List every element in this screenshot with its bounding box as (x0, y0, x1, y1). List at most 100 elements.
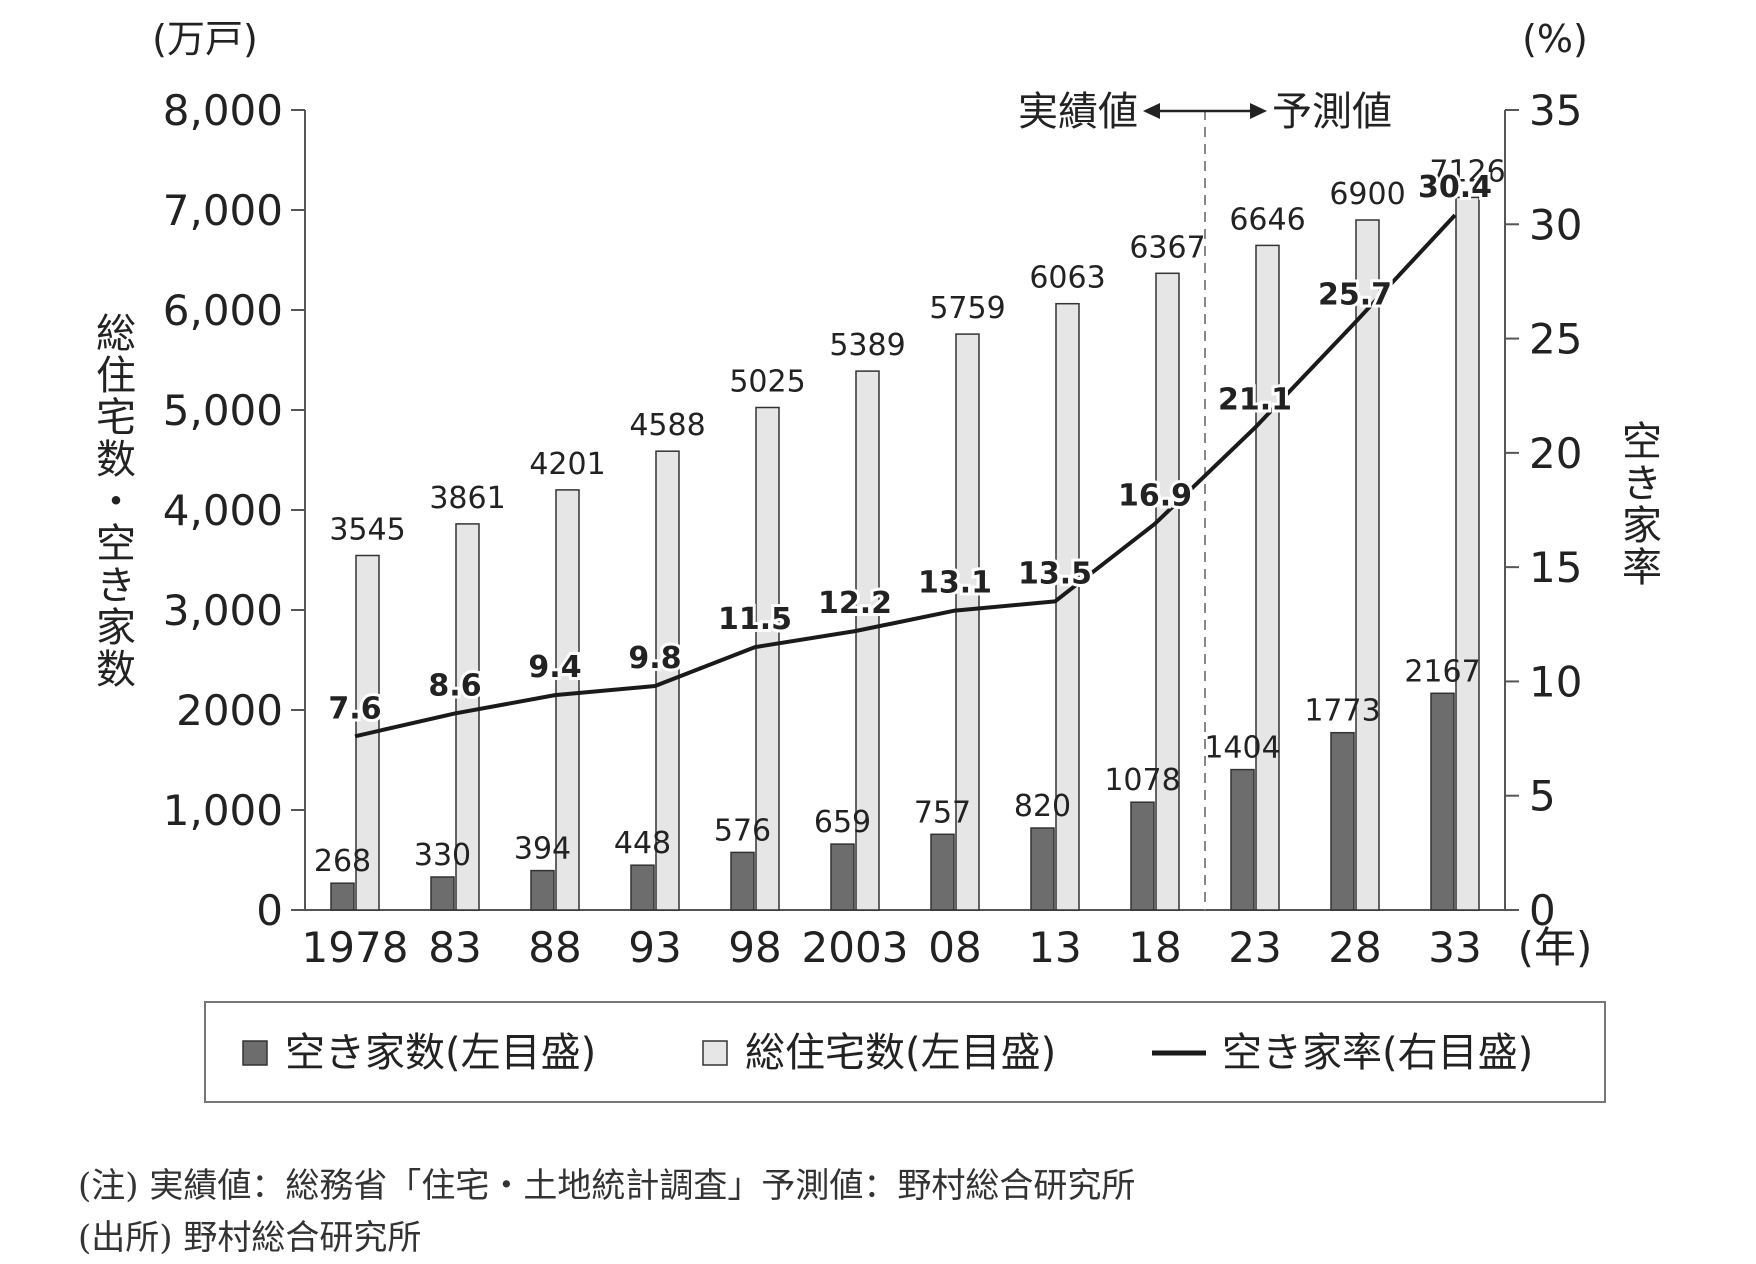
total-houses-value: 6063 (1029, 261, 1105, 296)
right-axis-tick-label: 0 (1529, 886, 1556, 935)
vacant-houses-bar (1230, 768, 1255, 911)
total-houses-value: 6367 (1129, 230, 1205, 265)
vacant-houses-bar (930, 833, 955, 911)
vacancy-rate-value: 13.5 (1018, 556, 1092, 591)
x-axis-tick-label: 1978 (302, 923, 409, 972)
left-axis-unit: (万戸) (152, 17, 258, 61)
total-houses-bar (1055, 302, 1080, 911)
vacancy-rate-line (354, 213, 1457, 739)
total-houses-value: 6646 (1229, 202, 1305, 237)
actual-arrowhead (1143, 103, 1160, 119)
vacant-houses-bar (630, 864, 655, 911)
forecast-arrowhead (1250, 103, 1267, 119)
bar-value-labels: 268 3545 330 3861 394 4201 448 4588 576 5025 659 53… (314, 154, 1506, 879)
total-houses-value: 4201 (529, 447, 605, 482)
vacant-houses-value: 820 (1014, 789, 1071, 824)
vacant-houses-value: 1404 (1204, 731, 1280, 766)
x-axis-tick-label: 23 (1228, 923, 1281, 972)
x-axis-tick-label: 28 (1328, 923, 1381, 972)
total-houses-bar (455, 523, 480, 911)
legend-swatch-vacant (242, 1040, 268, 1066)
vacant-houses-value: 659 (814, 805, 871, 840)
x-axis-tick-labels: 1978 83 88 93 98 2003 08 13 18 23 28 33 (302, 923, 1482, 972)
x-axis-tick-label: 83 (428, 923, 481, 972)
vacancy-rate-value: 9.4 (528, 650, 581, 685)
total-houses-bar (1155, 272, 1180, 911)
vacant-houses-value: 268 (314, 844, 371, 879)
total-houses-value: 7126 (1429, 154, 1505, 189)
right-axis-tick-label: 35 (1529, 86, 1582, 135)
vacant-houses-value: 2167 (1404, 654, 1480, 689)
legend-label-rate: 空き家率(右目盛) (1222, 1030, 1533, 1076)
vacant-houses-bar (830, 843, 855, 911)
x-axis-tick-label: 18 (1128, 923, 1181, 972)
left-axis-tick-label: 7,000 (163, 186, 283, 235)
vacancy-rate-labels: 7.6 8.6 9.4 9.8 11.5 12.2 13.1 13.5 16.9 21.1 25.7… (325, 167, 1495, 729)
vacant-houses-bar (1030, 827, 1055, 911)
bar-groups (330, 196, 1480, 911)
vacancy-rate-value: 12.2 (818, 586, 892, 621)
total-houses-bar (955, 333, 980, 911)
chart-notes: (注) 実績値：総務省「住宅・土地統計調査」予測値：野村総合研究所 (出所) 野… (78, 1160, 1135, 1264)
x-axis-tick-label: 2003 (802, 923, 909, 972)
vacant-houses-value: 394 (514, 832, 571, 867)
x-axis-tick-label: 13 (1028, 923, 1081, 972)
x-axis-tick-label: 93 (628, 923, 681, 972)
vacancy-rate-value: 7.6 (328, 691, 381, 726)
vacancy-rate-value: 9.8 (628, 641, 681, 676)
vacancy-rate-value: 11.5 (718, 602, 792, 637)
x-axis-tick-label: 08 (928, 923, 981, 972)
total-houses-bar (555, 489, 580, 911)
vacancy-rate-value: 25.7 (1318, 278, 1392, 313)
total-houses-value: 6900 (1329, 177, 1405, 212)
vacant-houses-bar (1430, 692, 1455, 911)
vacant-houses-bar (1130, 801, 1155, 911)
vacant-houses-bar (530, 869, 555, 911)
vacancy-rate-value: 30.4 (1418, 170, 1492, 205)
left-axis-tick-label: 1,000 (163, 786, 283, 835)
vacancy-rate-value: 21.1 (1218, 383, 1292, 418)
x-axis-tick-label: 33 (1428, 923, 1481, 972)
vacancy-rate-value: 8.6 (428, 668, 481, 703)
total-houses-bar (1455, 196, 1480, 911)
vacant-houses-bar (430, 876, 455, 911)
vacant-houses-bar (730, 851, 755, 911)
left-axis-tick-label: 8,000 (163, 86, 283, 135)
note-line: (注) 実績値：総務省「住宅・土地統計調査」予測値：野村総合研究所 (78, 1166, 1136, 1206)
vacant-houses-value: 1078 (1104, 763, 1180, 798)
legend-swatch-total (702, 1040, 728, 1066)
vacant-houses-value: 1773 (1304, 694, 1380, 729)
right-axis-title: 空き家率 (1615, 420, 1661, 588)
right-axis-tick-label: 5 (1529, 772, 1556, 821)
right-axis-tick-label: 30 (1529, 200, 1582, 249)
left-axis-tick-label: 5,000 (163, 386, 283, 435)
right-axis-tick-label: 15 (1529, 543, 1582, 592)
total-houses-bar (1255, 244, 1280, 911)
total-houses-value: 3545 (329, 513, 405, 548)
left-axis-tick-label: 0 (256, 886, 283, 935)
vacant-houses-value: 757 (914, 795, 971, 830)
vacant-houses-bar (330, 882, 355, 911)
vacant-houses-bar (1330, 731, 1355, 911)
total-houses-bar (755, 406, 780, 911)
vacant-houses-value: 330 (414, 838, 471, 873)
legend-label-vacant: 空き家数(左目盛) (285, 1030, 596, 1076)
x-axis-unit: (年) (1518, 923, 1593, 972)
source-line: (出所) 野村総合研究所 (78, 1218, 422, 1258)
actual-values-label: 実績値 (1018, 89, 1138, 135)
vacant-houses-value: 576 (714, 813, 771, 848)
x-axis-tick-label: 98 (728, 923, 781, 972)
total-houses-value: 5759 (929, 291, 1005, 326)
total-houses-bar (1355, 219, 1380, 911)
total-houses-value: 4588 (629, 408, 705, 443)
left-axis-title: 総住宅数・空き家数 (89, 312, 135, 690)
left-axis-tick-label: 4,000 (163, 486, 283, 535)
vacant-houses-value: 448 (614, 826, 671, 861)
right-axis-tick-label: 25 (1529, 315, 1582, 364)
legend-box (204, 1001, 1606, 1103)
left-axis-tick-label: 3,000 (163, 586, 283, 635)
total-houses-bar (855, 370, 880, 911)
total-houses-value: 3861 (429, 481, 505, 516)
vacancy-rate-value: 16.9 (1118, 479, 1192, 514)
